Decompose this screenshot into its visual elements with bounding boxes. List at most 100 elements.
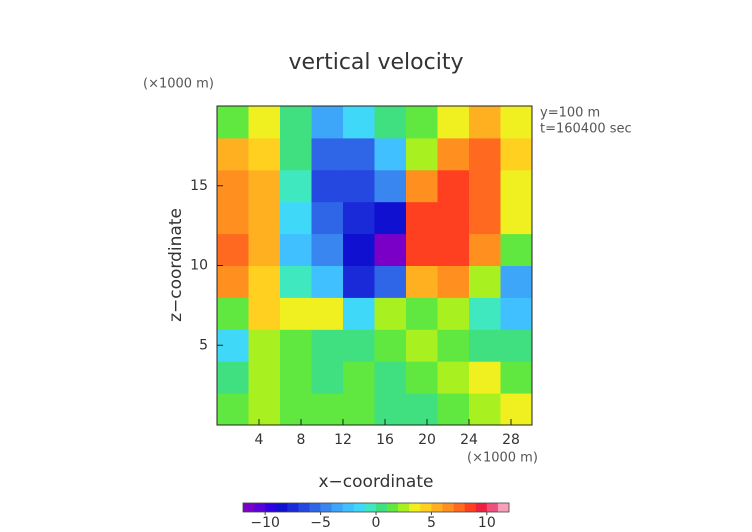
contour-cell: [469, 361, 501, 394]
contour-cell: [248, 106, 281, 139]
contour-cell: [406, 106, 438, 139]
contour-cell: [469, 297, 501, 330]
colorbar-tick-label: 5: [427, 515, 436, 531]
contour-cell: [437, 361, 470, 394]
contour-cell: [374, 137, 407, 171]
contour-cell: [248, 329, 281, 362]
contour-cell: [217, 361, 249, 394]
contour-cell: [374, 169, 407, 203]
colorbar-swatch: [254, 503, 266, 512]
x-tick-label: 28: [502, 432, 520, 448]
colorbar-tick-label: −10: [250, 515, 280, 531]
colorbar-swatch: [431, 503, 443, 512]
contour-cell: [343, 169, 375, 203]
contour-cell: [280, 169, 312, 203]
contour-cell: [248, 201, 281, 235]
colorbar-tick-label: 10: [478, 515, 496, 531]
contour-cell: [500, 169, 533, 203]
x-axis-label: x−coordinate: [319, 472, 434, 492]
colorbar-swatch: [309, 503, 321, 512]
contour-cell: [500, 393, 533, 426]
contour-cell: [406, 137, 438, 171]
colorbar-swatch: [276, 503, 288, 512]
contour-cell: [374, 106, 407, 139]
contour-cell: [280, 361, 312, 394]
contour-cell: [343, 393, 375, 426]
colorbar-tick-label: −5: [310, 515, 331, 531]
y-tick-label: 10: [190, 258, 208, 274]
contour-cell: [406, 361, 438, 394]
contour-cell: [406, 393, 438, 426]
contour-cell: [343, 329, 375, 362]
contour-cell: [217, 201, 249, 235]
contour-cell: [406, 265, 438, 298]
contour-cell: [280, 329, 312, 362]
contour-cell: [311, 233, 344, 266]
contour-cell: [469, 329, 501, 362]
contour-cell: [343, 106, 375, 139]
contour-cell: [311, 361, 344, 394]
contour-cell: [500, 233, 533, 266]
x-tick-label: 12: [334, 432, 352, 448]
contour-cell: [217, 137, 249, 171]
contour-cell: [437, 329, 470, 362]
contour-cell: [217, 265, 249, 298]
contour-cell: [311, 297, 344, 330]
contour-cell: [374, 297, 407, 330]
x-tick-label: 24: [460, 432, 478, 448]
contour-cell: [248, 265, 281, 298]
contour-cell: [500, 361, 533, 394]
colorbar-swatch: [364, 503, 377, 512]
contour-cell: [469, 265, 501, 298]
contour-cell: [500, 201, 533, 235]
contour-cell: [248, 233, 281, 266]
contour-cell: [248, 361, 281, 394]
contour-cell: [437, 393, 470, 426]
colorbar-swatch: [409, 503, 421, 512]
contour-cell: [374, 393, 407, 426]
contour-cell: [437, 137, 470, 171]
colorbar-swatch: [320, 503, 332, 512]
colorbar-swatch: [453, 503, 465, 512]
contour-cell: [311, 201, 344, 235]
contour-cell: [311, 329, 344, 362]
contour-cell: [217, 297, 249, 330]
contour-cell: [311, 137, 344, 171]
colorbar-swatch: [298, 503, 310, 512]
colorbar-swatch: [376, 503, 388, 512]
contour-cell: [217, 393, 249, 426]
colorbar-swatch: [486, 503, 499, 512]
colorbar-swatch: [497, 503, 510, 512]
colorbar-swatch: [464, 503, 477, 512]
contour-cell: [437, 297, 470, 330]
x-tick-label: 4: [255, 432, 264, 448]
colorbar-swatch: [265, 503, 277, 512]
contour-cell: [280, 393, 312, 426]
x-tick-label: 8: [297, 432, 306, 448]
contour-cell: [280, 233, 312, 266]
contour-cell: [374, 233, 407, 266]
contour-cell: [280, 106, 312, 139]
contour-cell: [500, 106, 533, 139]
colorbar-tick-label: 0: [372, 515, 381, 531]
colorbar-swatch: [387, 503, 399, 512]
contour-cell: [437, 201, 470, 235]
contour-cell: [437, 265, 470, 298]
colorbar-swatch: [331, 503, 344, 512]
x-unit-label: (×1000 m): [467, 451, 538, 466]
y-unit-label: (×1000 m): [143, 77, 214, 92]
contour-cell: [469, 106, 501, 139]
contour-cell: [343, 137, 375, 171]
contour-cell: [217, 233, 249, 266]
chart-title: vertical velocity: [288, 50, 463, 75]
contour-cell: [374, 265, 407, 298]
contour-cell: [311, 106, 344, 139]
annotation: t=160400 sec: [540, 122, 632, 137]
x-tick-label: 16: [376, 432, 394, 448]
contour-cell: [500, 265, 533, 298]
contour-cell: [469, 169, 501, 203]
contour-cell: [311, 169, 344, 203]
contour-cell: [280, 297, 312, 330]
